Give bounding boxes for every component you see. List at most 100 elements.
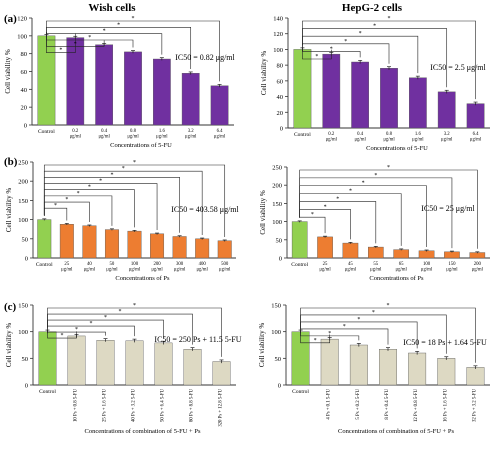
x-tick-label: 65 μg/ml [396, 262, 408, 273]
significance-star: * [324, 204, 327, 210]
significance-star: * [387, 165, 390, 171]
col-title-wish: Wish cells [88, 2, 136, 14]
significance-bracket [300, 327, 360, 341]
significance-star: * [133, 303, 136, 309]
bar [379, 349, 397, 386]
x-tick-label: 0.8 μg/ml [383, 132, 395, 143]
significance-bracket [299, 169, 478, 249]
ic50-annotation: IC50 = 250 Ps + 11.5 5-FU [154, 335, 241, 344]
significance-star: * [357, 317, 360, 323]
y-tick-label: 80 [21, 51, 28, 58]
x-tick-label: 25 μg/ml [61, 262, 73, 273]
y-axis-label: Cell viability % [5, 323, 13, 367]
x-tick-label: Control [39, 389, 56, 395]
significance-bracket [302, 45, 361, 58]
significance-star: * [330, 46, 333, 52]
y-tick-label: 100 [18, 329, 28, 336]
y-tick-label: 100 [272, 219, 282, 226]
y-tick-label: 250 [272, 165, 282, 172]
x-tick-label: 40 Ps + 3.2 5-FU [132, 388, 137, 421]
significance-star: * [103, 29, 106, 35]
x-axis-label: Concentrations of Ps [115, 275, 170, 282]
bar [154, 342, 173, 386]
bar [291, 221, 308, 259]
significance-star: * [61, 333, 64, 339]
x-tick-label: 40 μg/ml [84, 262, 96, 273]
bar [444, 251, 460, 259]
significance-star: * [372, 310, 375, 316]
significance-star: * [374, 173, 377, 179]
y-axis-label: Cell viability % [4, 49, 12, 93]
x-tick-label: 1.6 μg/ml [412, 132, 424, 143]
significance-star: * [343, 324, 346, 330]
bar [195, 238, 210, 259]
bar [67, 335, 86, 386]
bar [351, 61, 370, 129]
bar [437, 358, 456, 386]
x-tick-label: 0.4 μg/ml [354, 132, 366, 143]
significance-star: * [65, 197, 68, 203]
bar [95, 44, 114, 126]
x-tick-label: 300 μg/ml [174, 262, 186, 273]
x-tick-label: 50 Ps + 6.4 5-FU [161, 388, 166, 421]
significance-bracket [47, 327, 106, 336]
significance-star: * [362, 181, 365, 187]
y-tick-label: 100 [273, 47, 283, 54]
significance-bracket [43, 164, 226, 237]
y-tick-label: 150 [272, 201, 282, 208]
significance-star: * [344, 39, 347, 45]
ic50-annotation: IC50 = 25 μg/ml [421, 204, 475, 213]
bar [437, 91, 456, 129]
significance-star: * [388, 16, 391, 22]
significance-bracket [43, 183, 158, 231]
x-axis-label: Concentrations of 5-FU [366, 145, 428, 152]
y-tick-label: 50 [276, 237, 283, 244]
x-tick-label: Control [292, 389, 309, 395]
significance-star: * [74, 41, 77, 47]
significance-star: * [336, 196, 339, 202]
x-tick-label: 6.4 μg/ml [214, 129, 226, 140]
ic50-annotation: IC50 = 403.58 μg/ml [171, 205, 239, 214]
x-tick-label: Control [36, 262, 53, 268]
x-tick-label: Control [291, 262, 308, 268]
x-tick-label: 0.8 μg/ml [127, 129, 139, 140]
bar [393, 249, 410, 259]
bar [210, 85, 229, 126]
x-tick-label: 50 μg/ml [106, 262, 118, 273]
y-tick-label: 20 [277, 110, 284, 117]
x-tick-label: 4 Ps + 0.1 5-FU [327, 388, 332, 419]
x-tick-label: 500 μg/ml [219, 262, 231, 273]
x-tick-label: 55 μg/ml [370, 262, 382, 273]
bar [293, 49, 312, 129]
y-tick-label: 250 [18, 160, 28, 167]
panels: (a) 0 20 40 60 80 100 120 Cell viability % Contro… [4, 13, 490, 435]
bar [408, 352, 427, 386]
x-tick-label: 320 Ps + 12.8 5-FU [219, 388, 224, 426]
significance-star: * [122, 166, 125, 172]
significance-bracket [47, 327, 77, 339]
significance-star: * [99, 179, 102, 185]
x-axis-label: Concentrations of combination of 5-FU + … [85, 428, 201, 435]
significance-star: * [315, 54, 318, 60]
x-tick-label: 3.2 μg/ml [441, 132, 453, 143]
bar [466, 103, 485, 129]
significance-star: * [349, 189, 352, 195]
significance-bracket [46, 31, 163, 55]
significance-star: * [132, 16, 135, 22]
y-tick-label: 150 [18, 198, 28, 205]
significance-bracket [46, 31, 134, 48]
significance-star: * [117, 22, 120, 28]
x-tick-label: 100 μg/ml [129, 262, 141, 273]
significance-star: * [314, 338, 317, 344]
significance-bracket [47, 307, 222, 357]
y-tick-label: 200 [18, 179, 28, 186]
y-axis-label: Cell viability % [259, 190, 267, 234]
y-tick-label: 0 [25, 383, 28, 390]
y-tick-label: 0 [279, 256, 282, 263]
y-tick-label: 140 [273, 16, 283, 23]
bar [181, 73, 200, 126]
y-tick-label: 0 [278, 383, 281, 390]
x-tick-label: 1.6 μg/ml [156, 129, 168, 140]
bar [212, 361, 231, 386]
y-axis-label: Cell viability % [260, 51, 268, 95]
